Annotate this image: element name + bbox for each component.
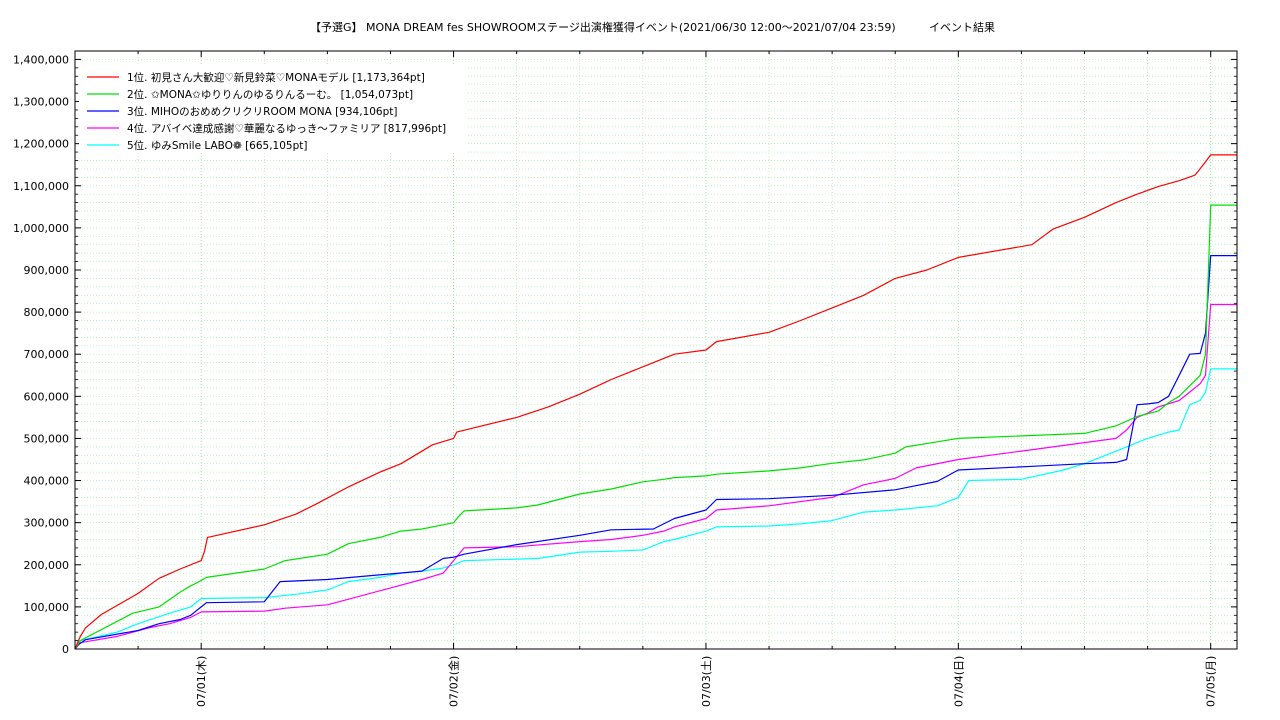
series-line [74, 255, 1237, 650]
plot-area [74, 50, 1238, 650]
y-tick-label: 1,100,000 [13, 180, 69, 193]
y-tick-label: 300,000 [24, 517, 70, 530]
chart-title: 【予選G】 MONA DREAM fes SHOWROOMステージ出演権獲得イベ… [310, 20, 896, 34]
legend-background [79, 65, 467, 153]
x-tick-label: 07/02(金) [447, 656, 461, 707]
x-tick-label: 07/01(木) [195, 656, 208, 707]
legend-label: 2位. ✩MONA✩ゆりりんのゆるりんるーむ。 [1,054,073pt] [127, 88, 413, 101]
series-line [74, 368, 1237, 650]
y-tick-label: 700,000 [24, 348, 70, 361]
y-tick-label: 200,000 [24, 559, 70, 572]
legend-label: 3位. MIHOのおめめクリクリROOM MONA [934,106pt] [127, 105, 398, 118]
y-tick-label: 0 [62, 643, 69, 656]
legend-label: 1位. 初見さん大歓迎♡新見鈴菜♡MONAモデル [1,173,364pt] [127, 71, 425, 84]
series-line [74, 204, 1237, 650]
y-tick-label: 600,000 [24, 390, 70, 403]
x-tick-label: 07/04(日) [952, 656, 965, 707]
legend-label: 4位. アバイベ達成感謝♡華麗なるゆっき〜ファミリア [817,996pt] [127, 122, 446, 135]
y-tick-label: 800,000 [24, 306, 70, 319]
y-tick-label: 100,000 [24, 601, 70, 614]
axes: 0 100,000 200,000 300,000 400,000 500,000 600,… [13, 51, 1237, 707]
x-tick-label: 07/05(月) [1205, 656, 1218, 707]
y-tick-label: 400,000 [24, 475, 70, 488]
series-line [74, 154, 1237, 650]
legend: 1位. 初見さん大歓迎♡新見鈴菜♡MONAモデル [1,173,364pt] 2位… [79, 65, 467, 153]
y-tick-label: 1,300,000 [13, 96, 69, 109]
y-tick-label: 1,000,000 [13, 222, 69, 235]
legend-label: 5位. ゆみSmile LABO❁ [665,105pt] [127, 139, 307, 152]
x-tick-label: 07/03(土) [700, 656, 713, 707]
y-tick-label: 500,000 [24, 432, 70, 445]
chart-subtitle: イベント結果 [929, 20, 995, 34]
y-tick-label: 1,400,000 [13, 53, 69, 66]
series-lines [74, 154, 1237, 650]
y-tick-label: 1,200,000 [13, 138, 69, 151]
y-tick-label: 900,000 [24, 264, 70, 277]
